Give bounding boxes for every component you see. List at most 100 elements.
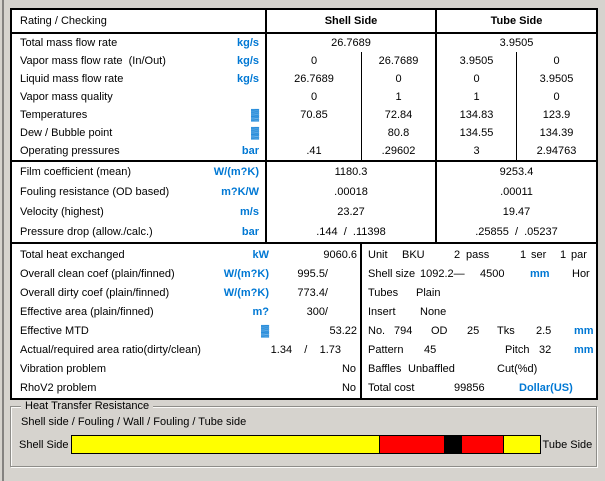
field-value: 1 — [520, 248, 527, 261]
table-title: Rating / Checking — [12, 10, 267, 32]
row-label: Fouling resistance (OD based) — [20, 186, 170, 198]
row-value: 53.22 — [329, 324, 357, 337]
shell-side-header: Shell Side — [267, 10, 437, 32]
row-unit: m?K/W — [221, 186, 259, 198]
row-label: Vapor mass flow rate (In/Out) — [20, 55, 166, 67]
tube-in-value: 0 — [437, 70, 517, 88]
field-label: Total cost — [368, 381, 415, 394]
table-row: Effective MTD ▓ 53.22 — [12, 321, 360, 340]
field-value: None — [420, 305, 447, 318]
tube-value: .25855 / .05237 — [475, 226, 558, 238]
row-label: Effective area (plain/finned) — [20, 305, 154, 318]
flows-section: Total mass flow rate kg/s 26.7689 3.9505 … — [12, 32, 596, 160]
row-label: Pressure drop (allow./calc.) — [20, 226, 153, 238]
field-value: 2.5 — [536, 324, 552, 337]
tube-in-value: 3.9505 — [437, 52, 517, 70]
unit-info-row: Total cost 99856 Dollar(US) — [362, 378, 596, 397]
row-label: Overall dirty coef (plain/finned) — [20, 286, 170, 299]
row-value: 1.34 / 1.73 — [270, 343, 341, 356]
table-row: Fouling resistance (OD based) m?K/W .0001… — [12, 182, 596, 202]
table-row: Dew / Bubble point ▓ 80.8 134.55 134.39 — [12, 124, 596, 142]
coefficients-section: Film coefficient (mean) W/(m?K) 1180.3 92… — [12, 160, 596, 242]
shell-value: 1180.3 — [267, 162, 437, 182]
shell-value: 23.27 — [267, 202, 437, 222]
resistance-segment-wall — [443, 436, 462, 453]
shell-in-value: 0 — [267, 88, 362, 106]
resistance-bar — [70, 435, 541, 454]
row-value: 773.4/ — [297, 286, 328, 299]
field-value: 794 — [394, 324, 413, 337]
shell-out-value: 80.8 — [362, 124, 437, 142]
unit-info-row: Unit BKU 2 pass 1 ser 1 par — [362, 245, 596, 264]
resistance-segment-shell-fouling — [379, 436, 444, 453]
tube-in-value: 1 — [437, 88, 517, 106]
resistance-bar-row: Shell Side Tube Side — [11, 435, 596, 454]
unit-info-row: No. 794 OD 25 Tks 2.5 mm — [362, 321, 596, 340]
shell-in-value: 0 — [267, 52, 362, 70]
row-label: Dew / Bubble point — [20, 127, 113, 139]
row-unit: m? — [252, 305, 270, 318]
shell-value: .144 / .11398 — [267, 222, 437, 242]
row-unit: bar — [241, 226, 259, 238]
field-label: pass — [466, 248, 490, 261]
unit-info-row: Pattern 45 Pitch 32 mm — [362, 340, 596, 359]
rating-results-table: Rating / Checking Shell Side Tube Side T… — [10, 8, 598, 400]
field-value: 1 — [560, 248, 567, 261]
row-value: 995.5/ — [297, 267, 328, 280]
panel-left-border — [2, 0, 4, 481]
field-value: 45 — [424, 343, 437, 356]
table-row: Liquid mass flow rate kg/s 26.7689 0 0 3.… — [12, 70, 596, 88]
row-label: Total mass flow rate — [20, 37, 118, 49]
row-value: 300/ — [306, 305, 328, 318]
table-row: Vibration problem No — [12, 359, 360, 378]
heat-transfer-resistance-group: Heat Transfer Resistance Shell side / Fo… — [10, 400, 597, 467]
field-unit: mm — [574, 343, 594, 356]
tube-out-value: 123.9 — [542, 109, 571, 121]
row-unit: kg/s — [236, 37, 259, 49]
row-label: Velocity (highest) — [20, 206, 104, 218]
shell-in-value: .41 — [267, 142, 362, 160]
shell-out-value: 72.84 — [362, 106, 437, 124]
tube-value: 9253.4 — [499, 166, 534, 178]
field-value: BKU — [402, 248, 425, 261]
degree-unit: ▓ — [250, 109, 259, 121]
resistance-segment-tube-fouling — [461, 436, 503, 453]
row-unit: m/s — [240, 206, 259, 218]
unit-info-row: Insert None — [362, 302, 596, 321]
shell-in-value — [267, 124, 362, 142]
field-value: 32 — [539, 343, 552, 356]
row-value: No — [341, 381, 356, 394]
unit-info: Unit BKU 2 pass 1 ser 1 par Shell size 1… — [362, 244, 596, 398]
field-label: Shell size — [368, 267, 416, 280]
table-row: Total mass flow rate kg/s 26.7689 3.9505 — [12, 34, 596, 52]
row-label: Liquid mass flow rate — [20, 73, 124, 85]
tube-in-value: 134.83 — [437, 106, 517, 124]
unit-info-row: Shell size 1092.2— 4500 mm Hor — [362, 264, 596, 283]
field-label: No. — [368, 324, 386, 337]
tube-out-value: 0 — [553, 55, 560, 67]
table-row: Vapor mass flow rate (In/Out) kg/s 0 26.7… — [12, 52, 596, 70]
summary-section: Total heat exchanged kW 9060.6 Overall cle… — [12, 242, 596, 398]
row-label: Temperatures — [20, 109, 88, 121]
row-label: Effective MTD — [20, 324, 89, 337]
field-value: Unbaffled — [408, 362, 455, 375]
row-unit: kW — [252, 248, 270, 261]
field-label: ser — [531, 248, 547, 261]
field-label: Cut(%d) — [497, 362, 538, 375]
tube-in-value: 134.55 — [437, 124, 517, 142]
tube-in-value: 3 — [437, 142, 517, 160]
row-unit: bar — [241, 145, 259, 157]
tube-value: 3.9505 — [499, 37, 534, 49]
field-label: par — [571, 248, 587, 261]
table-row: Overall clean coef (plain/finned) W/(m?K)… — [12, 264, 360, 283]
row-label: Operating pressures — [20, 145, 120, 157]
field-label: OD — [431, 324, 448, 337]
bar-left-label: Shell Side — [19, 438, 69, 451]
field-unit: mm — [574, 324, 594, 337]
row-label: Film coefficient (mean) — [20, 166, 132, 178]
field-value: Plain — [416, 286, 441, 299]
shell-out-value: .29602 — [362, 142, 437, 160]
table-row: Operating pressures bar .41 .29602 3 2.94… — [12, 142, 596, 160]
field-label: Tubes — [368, 286, 399, 299]
tube-out-value: 2.94763 — [536, 145, 577, 157]
